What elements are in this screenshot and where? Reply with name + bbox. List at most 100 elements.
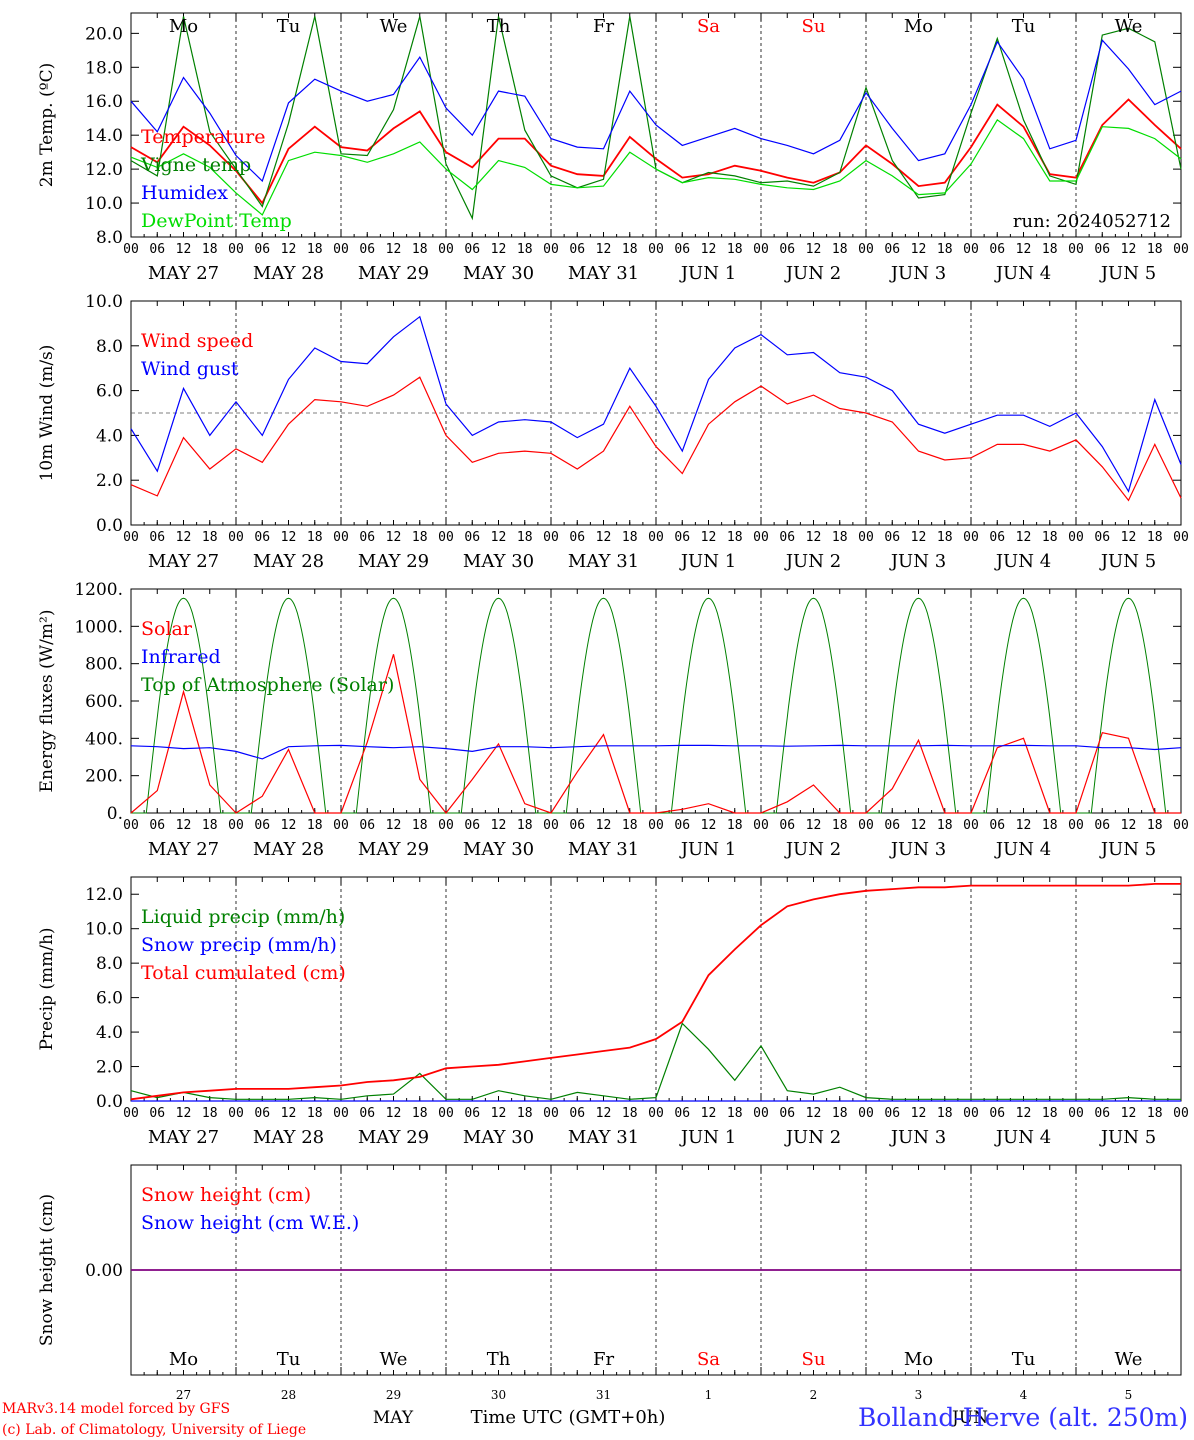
hour-tick-label: 00 <box>858 242 874 257</box>
hour-tick-label: 00 <box>123 530 139 545</box>
day-name-bottom: We <box>380 1349 408 1370</box>
day-name-bottom: Mo <box>169 1349 198 1370</box>
date-label: JUN 3 <box>889 263 946 284</box>
hour-tick-label: 18 <box>202 242 218 257</box>
date-label: MAY 27 <box>148 551 219 572</box>
y-tick-label: 1200. <box>74 580 123 600</box>
hour-tick-label: 00 <box>228 242 244 257</box>
hour-tick-label: 00 <box>333 818 349 833</box>
hour-tick-label: 18 <box>1042 1106 1058 1121</box>
hour-tick-label: 18 <box>307 530 323 545</box>
date-label: MAY 29 <box>358 1127 429 1148</box>
hour-tick-label: 00 <box>333 242 349 257</box>
hour-tick-label: 06 <box>254 530 270 545</box>
hour-tick-label: 18 <box>1147 1106 1163 1121</box>
date-label: JUN 4 <box>994 551 1051 572</box>
hour-tick-label: 12 <box>491 818 507 833</box>
hour-tick-label: 06 <box>884 530 900 545</box>
hour-tick-label: 18 <box>727 818 743 833</box>
hour-tick-label: 18 <box>517 1106 533 1121</box>
hour-tick-label: 12 <box>911 530 927 545</box>
hour-tick-label: 18 <box>727 242 743 257</box>
hour-tick-label: 00 <box>963 818 979 833</box>
hour-tick-label: 06 <box>149 818 165 833</box>
model-credit: MARv3.14 model forced by GFS <box>2 1401 230 1417</box>
hour-tick-label: 06 <box>359 1106 375 1121</box>
hour-tick-label: 00 <box>648 530 664 545</box>
hour-tick-label: 00 <box>333 1106 349 1121</box>
date-label: JUN 1 <box>679 839 736 860</box>
legend-entry: Snow precip (mm/h) <box>141 934 337 956</box>
series-line <box>130 883 1181 1101</box>
y-tick-label: 16.0 <box>85 92 123 112</box>
date-label: MAY 29 <box>358 551 429 572</box>
hour-tick-label: 06 <box>779 530 795 545</box>
hour-tick-label: 12 <box>176 818 192 833</box>
hour-tick-label: 18 <box>937 242 953 257</box>
hour-tick-label: 18 <box>202 818 218 833</box>
hour-tick-label: 06 <box>149 242 165 257</box>
hour-tick-label: 18 <box>307 1106 323 1121</box>
legend-entry: Liquid precip (mm/h) <box>141 906 345 928</box>
hour-tick-label: 18 <box>937 818 953 833</box>
hour-tick-label: 06 <box>254 1106 270 1121</box>
hour-tick-label: 00 <box>228 1106 244 1121</box>
date-label: JUN 3 <box>889 1127 946 1148</box>
hour-tick-label: 12 <box>701 530 717 545</box>
hour-tick-label: 12 <box>806 1106 822 1121</box>
hour-tick-label: 00 <box>228 530 244 545</box>
hour-tick-label: 12 <box>806 242 822 257</box>
hour-tick-label: 18 <box>622 818 638 833</box>
hour-tick-label: 06 <box>464 818 480 833</box>
hour-tick-label: 06 <box>359 530 375 545</box>
hour-tick-label: 06 <box>674 530 690 545</box>
y-tick-label: 2.0 <box>96 1058 123 1078</box>
hour-tick-label: 06 <box>674 1106 690 1121</box>
day-number: 2 <box>810 1388 818 1402</box>
hour-tick-label: 00 <box>1068 242 1084 257</box>
day-name-top: We <box>380 16 408 37</box>
day-name-top: Fr <box>593 16 614 37</box>
hour-tick-label: 12 <box>281 530 297 545</box>
y-tick-label: 10.0 <box>85 920 123 940</box>
hour-tick-label: 12 <box>1016 530 1032 545</box>
legend-entry: Solar <box>141 618 193 640</box>
hour-tick-label: 12 <box>701 818 717 833</box>
hour-tick-label: 06 <box>989 530 1005 545</box>
legend-entry: Infrared <box>141 646 221 668</box>
date-label: MAY 31 <box>568 839 639 860</box>
hour-tick-label: 06 <box>569 530 585 545</box>
hour-tick-label: 12 <box>911 818 927 833</box>
hour-tick-label: 00 <box>753 530 769 545</box>
hour-tick-label: 06 <box>254 818 270 833</box>
date-label: MAY 28 <box>253 839 324 860</box>
day-number: 30 <box>491 1388 506 1402</box>
hour-tick-label: 06 <box>149 1106 165 1121</box>
hour-tick-label: 12 <box>1016 818 1032 833</box>
day-name-top: Sa <box>697 16 720 37</box>
y-tick-label: 400. <box>85 729 123 749</box>
date-label: JUN 5 <box>1099 263 1156 284</box>
hour-tick-label: 00 <box>123 1106 139 1121</box>
hour-tick-label: 06 <box>1094 1106 1110 1121</box>
day-name-top: Tu <box>277 16 301 37</box>
hour-tick-label: 06 <box>884 1106 900 1121</box>
legend-entry: Wind gust <box>141 358 239 380</box>
date-label: MAY 27 <box>148 839 219 860</box>
series-line <box>130 1022 1181 1100</box>
hour-tick-label: 00 <box>1173 530 1189 545</box>
series-line <box>130 98 1182 205</box>
day-name-bottom: Su <box>802 1349 826 1370</box>
date-label: MAY 31 <box>568 263 639 284</box>
series-line <box>130 119 1182 216</box>
hour-tick-label: 18 <box>832 242 848 257</box>
legend-entry: Temperature <box>141 126 265 148</box>
month-label-may: MAY <box>373 1408 414 1428</box>
run-annotation: run: 2024052712 <box>1013 211 1171 232</box>
day-name-bottom: Tu <box>1012 1349 1036 1370</box>
copyright-credit: (c) Lab. of Climatology, University of L… <box>2 1422 306 1438</box>
hour-tick-label: 12 <box>1016 1106 1032 1121</box>
hour-tick-label: 18 <box>1147 818 1163 833</box>
station-name: Bolland-Herve (alt. 250m) <box>858 1403 1188 1432</box>
